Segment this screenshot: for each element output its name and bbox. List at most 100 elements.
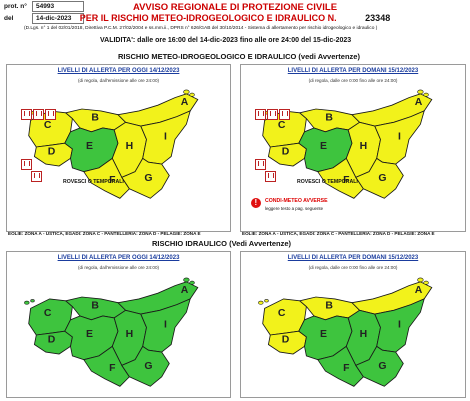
islands-note-right: EOLIE: ZONA A - USTICA, EGADI: ZONA C - … [242,231,435,236]
zone-label-e: E [320,141,327,152]
zone-label-b: B [91,300,99,311]
island [417,89,424,95]
panel-title: LIVELLI DI ALLERTA PER DOMANI 15/12/2023 [287,68,419,74]
zone-label-c: C [44,308,52,319]
zone-label-g: G [378,173,386,184]
warning-subtitle: leggere testo a pag. seguente [265,206,324,211]
warning-title: CONDI-METEO AVVERSE [265,198,328,204]
island [183,277,190,283]
zone-label-g: G [144,173,152,184]
zone-label-f: F [343,175,349,186]
del-value: 14-dic-2023 [32,13,84,24]
zone-label-i: I [398,319,401,330]
zone-g [121,157,170,199]
panel-subtitle: (di regola, dall'emissione alle ore 24:0… [77,265,160,270]
panel-subtitle: (di regola, dall'emissione alle ore 24:0… [77,78,160,83]
zone-i [140,110,191,165]
zone-label-c: C [278,120,286,131]
zone-label-c: C [44,120,52,131]
zone-label-h: H [126,329,134,340]
validity-line: VALIDITA': dalle ore 16:00 del 14-dic-20… [100,37,352,44]
title-line2: PER IL RISCHIO METEO-IDROGEOLOGICO E IDR… [0,13,470,23]
panel-title: LIVELLI DI ALLERTA PER DOMANI 15/12/2023 [287,255,419,261]
legal-note: (D.Lgs. n° 1 del 02/01/2018, Direttiva P… [24,26,378,31]
zone-g [355,157,404,199]
legend-label: ROVESCI O TEMPORALI [63,179,124,185]
zone-label-g: G [378,361,386,372]
zone-label-h: H [126,141,134,152]
panel-idro-today: LIVELLI DI ALLERTA PER OGGI 14/12/2023 (… [6,251,231,398]
panel-meteo-tomorrow: LIVELLI DI ALLERTA PER DOMANI 15/12/2023… [240,64,466,232]
panel-idro-tomorrow: LIVELLI DI ALLERTA PER DOMANI 15/12/2023… [240,251,466,398]
title-line2-text: PER IL RISCHIO METEO-IDROGEOLOGICO E IDR… [79,13,337,23]
panel-title: LIVELLI DI ALLERTA PER OGGI 14/12/2023 [57,255,180,261]
zone-i [374,110,425,165]
zone-label-h: H [360,141,368,152]
panel-subtitle: (di regola, dalle ore 0:00 fino alle ore… [308,265,398,270]
island [183,89,190,95]
zone-label-b: B [325,300,333,311]
thunderstorm-icon [255,159,266,170]
thunderstorm-icon [21,159,32,170]
zone-label-d: D [282,147,290,158]
island [24,300,30,305]
thunderstorm-icon [279,109,290,120]
zone-g [355,345,404,387]
zone-label-a: A [181,97,189,108]
section1-title: RISCHIO METEO-IDROGEOLOGICO E IDRAULICO … [118,52,360,61]
islands-note-left: EOLIE: ZONA A - USTICA, EGADI: ZONA C - … [8,231,201,236]
thunderstorm-icon [45,109,56,120]
sicily-map-idro-tomorrow: C B A D E H I F G [258,277,433,387]
island [258,300,264,305]
zone-label-h: H [360,329,368,340]
prot-value: 54993 [32,1,84,12]
thunderstorm-icon [21,109,32,120]
panel-meteo-today: LIVELLI DI ALLERTA PER OGGI 14/12/2023 (… [6,64,231,232]
island [30,299,35,303]
section2-title: RISCHIO IDRAULICO (Vedi Avvertenze) [152,239,292,248]
zone-label-b: B [91,112,99,123]
island [417,277,424,283]
del-label: del [4,15,14,22]
zone-label-e: E [320,329,327,340]
thunderstorm-icon [267,109,278,120]
legend-label: ROVESCI O TEMPORALI [297,179,358,185]
island [189,92,195,97]
zone-label-c: C [278,308,286,319]
prot-label: prot. n° [4,3,27,10]
title-line1: AVVISO REGIONALE DI PROTEZIONE CIVILE [132,2,338,13]
zone-label-e: E [86,329,93,340]
island [189,280,195,285]
zone-label-g: G [144,361,152,372]
thunderstorm-icon [33,109,44,120]
zone-i [140,298,191,353]
legend-thunderstorm-icon [31,171,42,182]
panel-title: LIVELLI DI ALLERTA PER OGGI 14/12/2023 [57,68,180,74]
avviso-number: 23348 [365,13,391,23]
zone-label-d: D [282,335,290,346]
zone-label-f: F [343,363,349,374]
sicily-map-meteo-tomorrow: C B A D E H I F G [258,89,433,199]
panel-subtitle: (di regola, dalle ore 0:00 fino alle ore… [308,78,398,83]
thunderstorm-icon [255,109,266,120]
zone-label-a: A [181,285,189,296]
sicily-map-meteo-today: C B A D E H I F G [24,89,199,199]
zone-label-i: I [398,131,401,142]
zone-label-b: B [325,112,333,123]
zone-label-i: I [164,131,167,142]
zone-label-i: I [164,319,167,330]
island [264,299,269,303]
zone-label-a: A [415,97,423,108]
warning-icon [251,198,261,208]
zone-label-f: F [109,175,115,186]
zone-g [121,345,170,387]
zone-label-d: D [48,147,56,158]
zone-i [374,298,425,353]
legend-thunderstorm-icon [265,171,276,182]
island [423,280,429,285]
zone-label-e: E [86,141,93,152]
island [423,92,429,97]
zone-label-a: A [415,285,423,296]
sicily-map-idro-today: C B A D E H I F G [24,277,199,387]
zone-label-f: F [109,363,115,374]
